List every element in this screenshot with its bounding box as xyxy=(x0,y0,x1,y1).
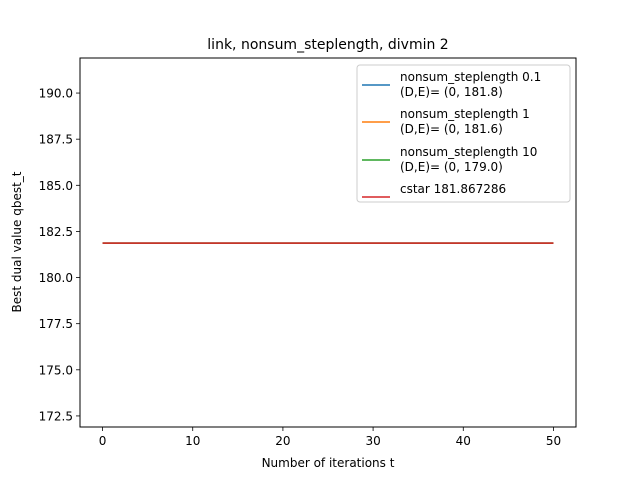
legend: nonsum_steplength 0.1(D,E)= (0, 181.8) no… xyxy=(356,64,571,203)
x-tick-label: 20 xyxy=(275,434,290,448)
legend-label: (D,E)= (0, 179.0) xyxy=(400,160,503,174)
y-tick-label: 182.5 xyxy=(39,225,73,239)
x-tick-label: 0 xyxy=(99,434,107,448)
legend-label: nonsum_steplength 0.1 xyxy=(400,70,541,84)
y-tick-label: 172.5 xyxy=(39,409,73,423)
legend-box xyxy=(356,64,571,203)
chart-title: link, nonsum_steplength, divmin 2 xyxy=(207,37,448,53)
y-tick-label: 185.0 xyxy=(39,179,73,193)
y-axis-ticks: 172.5 175.0 177.5 180.0 182.5 185.0 187.5 190.0 xyxy=(39,87,80,423)
y-tick-label: 187.5 xyxy=(39,133,73,147)
y-tick-label: 175.0 xyxy=(39,363,73,377)
x-tick-label: 30 xyxy=(365,434,380,448)
y-tick-label: 180.0 xyxy=(39,271,73,285)
y-tick-label: 177.5 xyxy=(39,317,73,331)
x-tick-label: 40 xyxy=(456,434,471,448)
legend-label: (D,E)= (0, 181.8) xyxy=(400,85,503,99)
x-tick-label: 50 xyxy=(546,434,561,448)
y-tick-label: 190.0 xyxy=(39,87,73,101)
legend-label: (D,E)= (0, 181.6) xyxy=(400,122,503,136)
x-axis-label: Number of iterations t xyxy=(262,456,395,470)
plot-frame xyxy=(79,57,577,428)
x-axis-ticks: 0 10 20 30 40 50 xyxy=(99,427,561,448)
legend-label: nonsum_steplength 10 xyxy=(400,145,537,159)
y-axis-label: Best dual value qbest_t xyxy=(10,171,24,312)
x-tick-label: 10 xyxy=(185,434,200,448)
legend-label: nonsum_steplength 1 xyxy=(400,107,530,121)
legend-label: cstar 181.867286 xyxy=(400,182,506,196)
